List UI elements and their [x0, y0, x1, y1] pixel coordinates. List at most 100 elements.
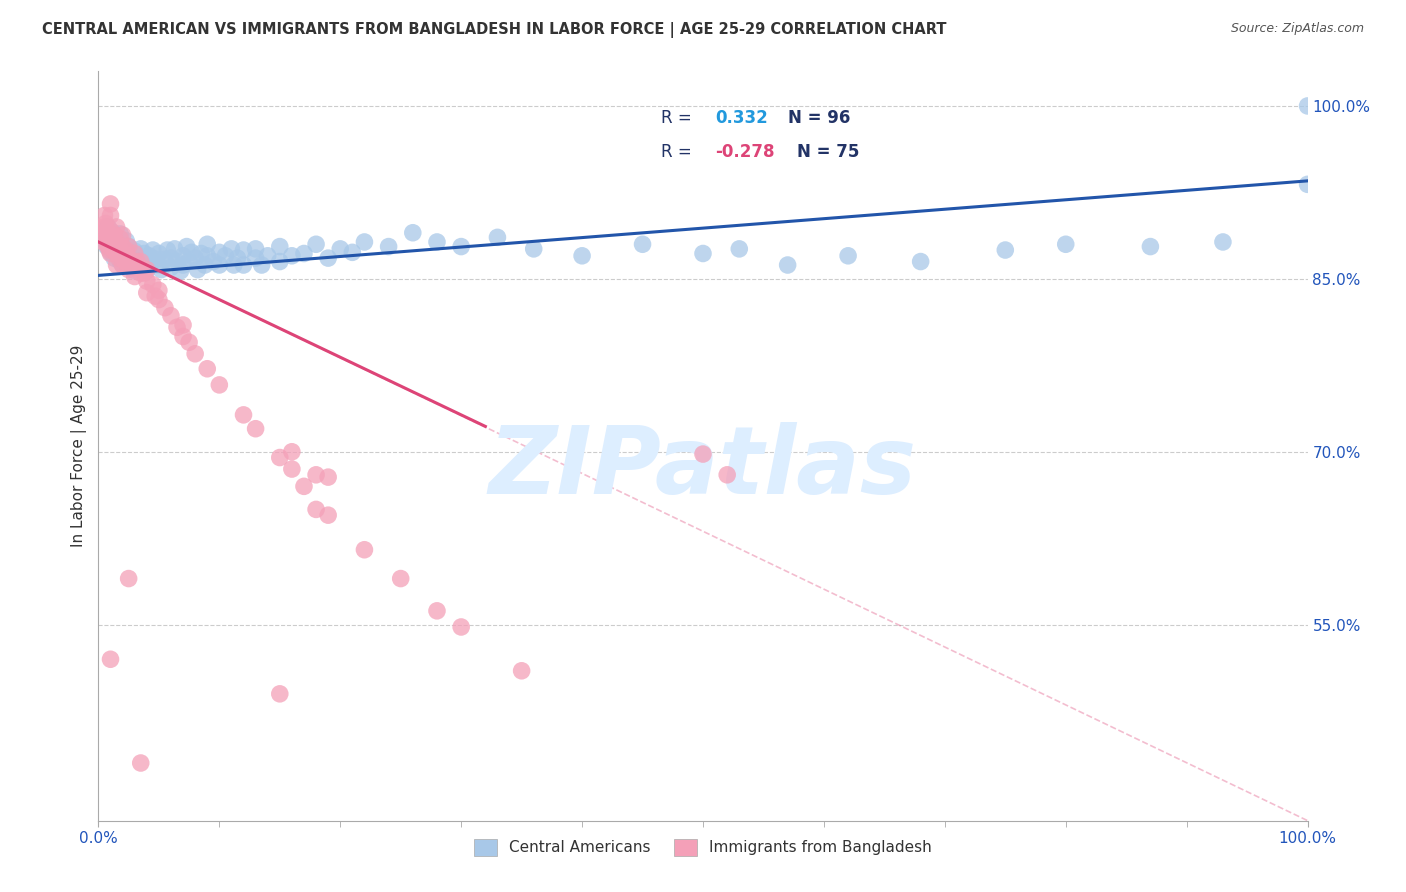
Point — [111, 239, 134, 253]
Point — [195, 237, 218, 252]
Point — [96, 235, 118, 249]
Point — [221, 242, 243, 256]
Point — [426, 604, 449, 618]
Point — [118, 239, 141, 253]
Y-axis label: In Labor Force | Age 25-29: In Labor Force | Age 25-29 — [72, 345, 87, 547]
Point — [232, 408, 254, 422]
Point — [97, 228, 120, 243]
Point — [121, 246, 143, 260]
Point — [129, 242, 152, 256]
Point — [153, 252, 176, 267]
Point — [111, 239, 134, 253]
Point — [93, 219, 115, 234]
Text: 0.332: 0.332 — [716, 109, 768, 127]
Point — [105, 235, 128, 249]
Point — [129, 266, 152, 280]
Point — [377, 239, 399, 253]
Point — [179, 335, 201, 350]
Point — [115, 243, 138, 257]
Point — [134, 246, 156, 260]
Point — [523, 242, 546, 256]
Point — [1139, 239, 1161, 253]
Point — [172, 249, 194, 263]
Point — [124, 269, 146, 284]
Point — [179, 254, 201, 268]
Point — [118, 251, 141, 265]
Point — [232, 258, 254, 272]
Text: CENTRAL AMERICAN VS IMMIGRANTS FROM BANGLADESH IN LABOR FORCE | AGE 25-29 CORREL: CENTRAL AMERICAN VS IMMIGRANTS FROM BANG… — [42, 22, 946, 38]
Point — [143, 289, 166, 303]
Text: N = 75: N = 75 — [797, 143, 859, 161]
Point — [510, 664, 533, 678]
Point — [129, 756, 152, 770]
Point — [98, 231, 121, 245]
Point — [281, 444, 304, 458]
Point — [450, 239, 472, 253]
Point — [111, 249, 134, 263]
Point — [100, 245, 122, 260]
Point — [245, 251, 267, 265]
Point — [105, 258, 128, 272]
Point — [450, 620, 472, 634]
Point — [316, 508, 339, 523]
Point — [139, 258, 162, 272]
Point — [153, 301, 176, 315]
Point — [103, 251, 125, 265]
Point — [176, 239, 198, 253]
Point — [118, 262, 141, 277]
Point — [222, 258, 245, 272]
Point — [138, 249, 160, 263]
Point — [134, 266, 156, 280]
Point — [305, 237, 328, 252]
Point — [426, 235, 449, 249]
Point — [135, 264, 157, 278]
Point — [172, 258, 194, 272]
Point — [105, 231, 128, 245]
Point — [135, 274, 157, 288]
Point — [353, 235, 375, 249]
Point — [100, 246, 122, 260]
Point — [187, 262, 209, 277]
Point — [910, 254, 932, 268]
Point — [135, 285, 157, 300]
Point — [101, 239, 124, 253]
Point — [728, 242, 751, 256]
Point — [129, 251, 152, 265]
Point — [120, 260, 142, 275]
Point — [202, 254, 225, 268]
Point — [226, 251, 249, 265]
Point — [156, 243, 179, 257]
Point — [232, 243, 254, 257]
Point — [115, 234, 138, 248]
Point — [94, 228, 117, 243]
Point — [269, 239, 291, 253]
Point — [389, 572, 412, 586]
Point — [108, 243, 131, 257]
Point — [148, 293, 170, 307]
Point — [114, 243, 136, 257]
Point — [994, 243, 1017, 257]
Point — [103, 228, 125, 243]
Point — [98, 243, 121, 257]
Text: Source: ZipAtlas.com: Source: ZipAtlas.com — [1230, 22, 1364, 36]
Point — [124, 244, 146, 259]
Point — [342, 245, 364, 260]
Point — [97, 219, 120, 234]
Point — [184, 347, 207, 361]
Point — [190, 246, 212, 260]
Point — [143, 252, 166, 267]
Point — [160, 260, 183, 275]
Point — [108, 227, 131, 241]
Point — [105, 219, 128, 234]
Point — [195, 361, 218, 376]
Point — [208, 258, 231, 272]
Point — [1212, 235, 1234, 249]
Point — [124, 254, 146, 268]
Point — [631, 237, 654, 252]
Point — [148, 284, 170, 298]
Point — [195, 249, 218, 263]
Point — [166, 254, 188, 268]
Point — [776, 258, 799, 272]
Point — [292, 479, 315, 493]
Point — [91, 235, 114, 249]
